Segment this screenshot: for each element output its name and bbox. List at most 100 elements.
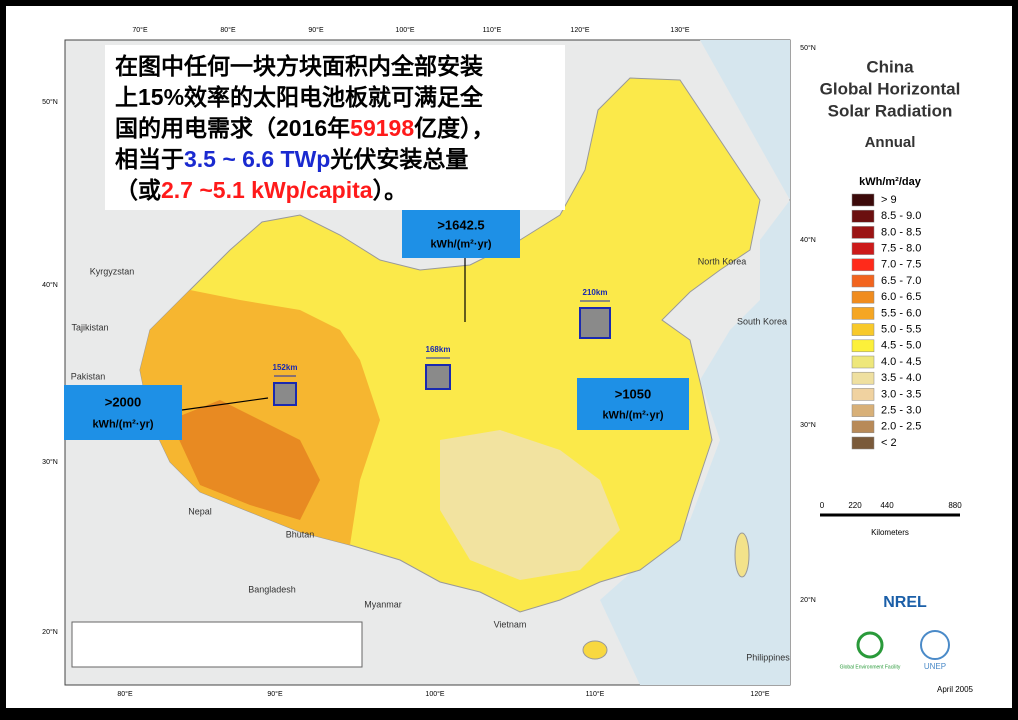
hainan (582, 640, 608, 660)
subtitle: Annual (865, 134, 916, 151)
title-line: Global Horizontal (820, 79, 961, 98)
legend-label: 3.5 - 4.0 (881, 372, 921, 384)
place-label: Tajikistan (71, 322, 108, 332)
place-label: Philippines (746, 652, 790, 662)
title-line: Solar Radiation (828, 101, 953, 120)
legend-label: 8.5 - 9.0 (881, 210, 921, 222)
gef-logo (856, 631, 884, 659)
legend-label: 6.0 - 6.5 (881, 291, 921, 303)
statement-segment: 相当于 (115, 146, 184, 172)
legend-swatch (851, 339, 875, 353)
unep-logo (920, 630, 950, 660)
legend-label: 7.5 - 8.0 (881, 243, 921, 255)
statement: 在图中任何一块方块面积内全部安装上15%效率的太阳电池板就可满足全国的用电需求（… (115, 53, 495, 203)
scale-tick: 880 (948, 501, 962, 510)
lat-label: 40°N (800, 236, 816, 244)
place-label: Pakistan (71, 371, 106, 381)
legend-swatch (851, 371, 875, 385)
callout-unit: kWh/(m²·yr) (602, 409, 663, 421)
statement-segment: （或 (115, 177, 161, 203)
lon-label: 110°E (586, 690, 605, 698)
lon-label: 120°E (570, 26, 589, 34)
note-box (71, 621, 363, 668)
lon-label: 90°E (267, 690, 283, 698)
scale-tick: 0 (820, 501, 825, 510)
scale-unit: Kilometers (871, 528, 909, 537)
place-label: Bhutan (286, 529, 315, 539)
legend-swatch (851, 323, 875, 336)
statement-segment: 亿度）， (414, 115, 495, 141)
low-radiation-region (440, 430, 620, 580)
statement-line: 相当于3.5 ~ 6.6 TWp光伏安装总量 (115, 146, 468, 172)
lon-label: 70°E (132, 26, 148, 34)
scale-tick: 220 (848, 501, 862, 510)
lat-label: 20°N (800, 596, 816, 604)
taiwan (734, 532, 750, 578)
lon-label: 100°E (395, 26, 414, 34)
lon-label: 120°E (750, 690, 769, 698)
lat-label: 50°N (42, 98, 58, 106)
lon-label: 100°E (425, 690, 444, 698)
lat-label: 30°N (800, 421, 816, 429)
sample-square (579, 307, 611, 339)
legend-label: 5.0 - 5.5 (881, 324, 921, 336)
legend-label: 4.0 - 4.5 (881, 356, 921, 368)
scale-tick: 440 (880, 501, 894, 510)
title-line: China (866, 57, 914, 76)
square-label: 152km (273, 363, 298, 372)
legend-swatch (851, 404, 875, 417)
statement-segment: 2.7 ~5.1 kWp/capita (161, 177, 373, 203)
statement-segment: 3.5 ~ 6.6 TWp (184, 146, 330, 172)
legend-unit: kWh/m²/day (859, 176, 922, 188)
callout-arrow (181, 397, 269, 411)
legend-label: 6.5 - 7.0 (881, 275, 921, 287)
legend-swatch (851, 307, 875, 320)
sea (600, 40, 790, 685)
statement-line: 国的用电需求（2016年59198亿度）， (115, 115, 495, 141)
legend-swatch (851, 290, 875, 304)
lat-label: 20°N (42, 628, 58, 636)
legend-label: 5.5 - 6.0 (881, 307, 921, 319)
sample-square (425, 364, 451, 390)
place-label: Myanmar (364, 599, 402, 609)
callout-value: >1642.5 (437, 217, 484, 232)
legend-label: > 9 (881, 194, 897, 206)
legend-swatch (851, 258, 875, 272)
statement-line: （或2.7 ~5.1 kWp/capita）。 (115, 177, 407, 203)
place-label: Kyrgyzstan (90, 266, 135, 276)
callout-box (402, 210, 520, 258)
callout-value: >1050 (615, 387, 652, 402)
lat-label: 30°N (42, 458, 58, 466)
legend-label: 7.0 - 7.5 (881, 259, 921, 271)
lon-label: 90°E (308, 26, 324, 34)
legend-label: 2.0 - 2.5 (881, 421, 921, 433)
gef-label: Global Environment Facility (840, 664, 901, 670)
legend-label: 4.5 - 5.0 (881, 340, 921, 352)
legend-label: 2.5 - 3.0 (881, 405, 921, 417)
legend-swatch (851, 388, 875, 401)
statement-segment: 59198 (350, 115, 414, 141)
legend-swatch (851, 242, 875, 255)
legend-swatch (851, 436, 875, 450)
lat-label: 50°N (800, 44, 816, 52)
legend-label: 3.0 - 3.5 (881, 388, 921, 400)
statement-segment: 国的用电需求（2016年 (115, 115, 350, 141)
unep-label: UNEP (924, 662, 946, 671)
nrel-logo: NREL (883, 594, 927, 611)
statement-segment: 上15%效率的太阳电池板就可满足全 (115, 84, 484, 110)
legend-swatch (851, 193, 875, 207)
lon-label: 110°E (483, 26, 502, 34)
statement-segment: ）。 (373, 177, 408, 203)
callout-unit: kWh/(m²·yr) (430, 238, 491, 250)
statement-line: 上15%效率的太阳电池板就可满足全 (115, 84, 484, 110)
legend-swatch (851, 209, 875, 223)
peak-radiation-region (170, 400, 320, 520)
statement-segment: 在图中任何一块方块面积内全部安装 (115, 53, 483, 79)
statement-segment: 光伏安装总量 (329, 146, 468, 172)
lon-label: 130°E (670, 26, 689, 34)
legend-swatch (851, 226, 875, 239)
callout-value: >2000 (105, 395, 142, 410)
place-label: Nepal (188, 506, 212, 516)
lat-label: 40°N (42, 281, 58, 289)
